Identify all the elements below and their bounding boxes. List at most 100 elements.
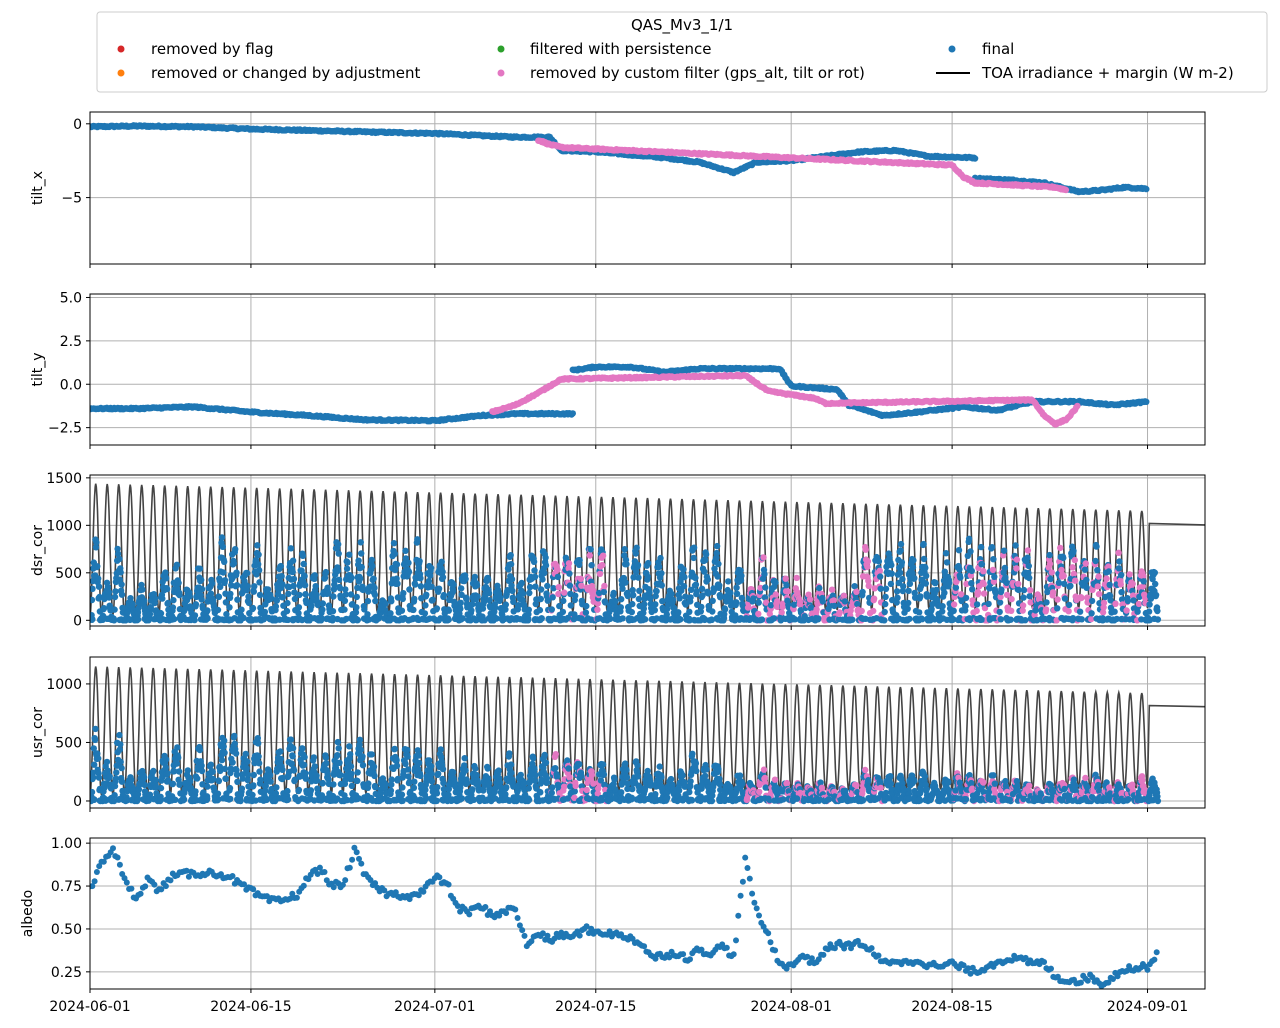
final-point bbox=[693, 588, 700, 595]
final-point bbox=[882, 585, 890, 592]
final-point bbox=[394, 580, 401, 587]
final-point bbox=[311, 572, 318, 579]
final-point bbox=[681, 574, 688, 581]
final-point bbox=[710, 586, 718, 593]
final-point bbox=[1020, 594, 1027, 601]
final-point bbox=[361, 606, 368, 613]
final-point bbox=[116, 616, 123, 624]
custom-filter-point bbox=[757, 584, 764, 592]
final-point bbox=[897, 540, 905, 548]
custom-filter-point bbox=[763, 599, 770, 606]
final-point bbox=[198, 576, 205, 584]
final-point bbox=[234, 596, 241, 603]
final-point bbox=[567, 590, 574, 598]
final-point bbox=[1003, 579, 1010, 586]
final-point bbox=[973, 601, 981, 608]
custom-filter-point bbox=[774, 598, 781, 605]
final-point bbox=[1007, 616, 1014, 623]
custom-filter-point bbox=[853, 588, 860, 595]
final-point bbox=[819, 598, 826, 605]
final-point bbox=[348, 574, 355, 582]
final-point bbox=[420, 616, 428, 623]
final-point bbox=[805, 616, 812, 624]
final-point bbox=[826, 616, 833, 623]
final-point bbox=[371, 591, 379, 598]
final-point bbox=[617, 604, 624, 611]
final-point bbox=[731, 616, 738, 623]
final-point bbox=[1046, 551, 1053, 559]
final-point bbox=[312, 583, 319, 590]
final-point bbox=[582, 609, 590, 616]
final-point bbox=[517, 616, 524, 623]
final-point bbox=[675, 609, 682, 616]
final-point bbox=[671, 605, 678, 612]
final-point bbox=[1060, 554, 1067, 562]
final-point bbox=[173, 561, 181, 568]
final-point bbox=[877, 573, 884, 580]
final-point bbox=[687, 594, 694, 601]
final-point bbox=[257, 604, 264, 612]
final-point bbox=[489, 616, 497, 623]
legend-marker-removed-or-changed bbox=[117, 69, 125, 77]
y-tick-label: −2.5 bbox=[48, 421, 82, 437]
final-point bbox=[428, 583, 435, 590]
final-point bbox=[238, 606, 245, 613]
final-point bbox=[470, 615, 477, 622]
final-point bbox=[126, 616, 134, 624]
final-point bbox=[881, 617, 888, 624]
final-point bbox=[450, 588, 457, 595]
final-point bbox=[435, 585, 443, 592]
final-point bbox=[897, 569, 904, 576]
final-point bbox=[301, 572, 308, 580]
final-point bbox=[532, 583, 539, 590]
final-point bbox=[116, 555, 123, 563]
final-point bbox=[175, 579, 182, 587]
custom-filter-point bbox=[1054, 596, 1061, 603]
final-point bbox=[962, 594, 970, 602]
final-point bbox=[854, 600, 861, 608]
final-point bbox=[330, 593, 337, 600]
legend-label-filtered-persistence: filtered with persistence bbox=[530, 40, 711, 58]
final-point bbox=[957, 574, 964, 581]
final-point bbox=[698, 585, 706, 592]
final-point bbox=[893, 599, 900, 606]
final-point bbox=[537, 616, 544, 623]
final-point bbox=[388, 598, 395, 605]
final-point bbox=[313, 591, 320, 598]
y-tick-label: 500 bbox=[55, 566, 82, 582]
final-point bbox=[812, 615, 820, 622]
custom-filter-point bbox=[797, 598, 804, 605]
final-point bbox=[118, 581, 125, 588]
final-point bbox=[761, 571, 768, 578]
final-point bbox=[1055, 579, 1063, 586]
final-point bbox=[296, 591, 303, 599]
final-point bbox=[457, 599, 464, 606]
final-point bbox=[738, 594, 746, 602]
final-point bbox=[663, 611, 670, 618]
custom-filter-point bbox=[1042, 606, 1050, 613]
final-point bbox=[711, 565, 718, 572]
custom-filter-point bbox=[806, 596, 814, 603]
y-axis-label: tilt_y bbox=[30, 352, 46, 386]
final-point bbox=[261, 615, 268, 622]
final-point bbox=[250, 588, 257, 595]
legend-marker-custom-filter bbox=[497, 69, 505, 77]
final-point bbox=[917, 583, 925, 590]
legend: QAS_Mv3_1/1 removed by flag removed or c… bbox=[96, 11, 1268, 93]
final-point bbox=[762, 584, 769, 591]
final-point bbox=[911, 575, 918, 582]
final-point bbox=[330, 586, 338, 593]
final-point bbox=[977, 543, 985, 551]
final-point bbox=[713, 549, 720, 557]
final-point bbox=[743, 615, 750, 622]
final-point bbox=[653, 615, 660, 622]
final-point bbox=[117, 569, 124, 576]
final-point bbox=[492, 604, 499, 611]
custom-filter-point bbox=[813, 606, 820, 613]
final-point bbox=[894, 594, 901, 601]
axes-frame bbox=[89, 111, 1206, 265]
final-point bbox=[358, 563, 365, 571]
custom-filter-point bbox=[565, 565, 572, 572]
